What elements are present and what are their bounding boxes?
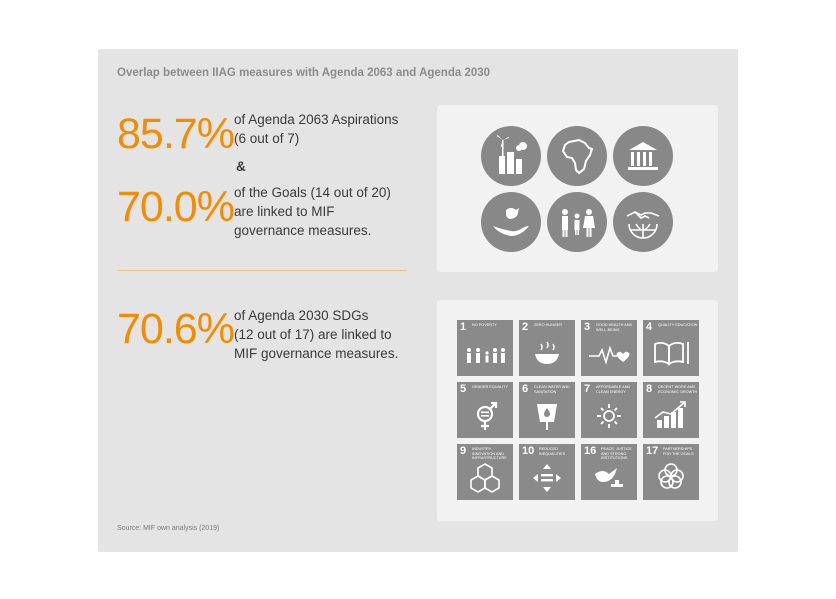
sdg-number: 3 — [584, 321, 591, 333]
sdg-label: DECENT WORK AND ECONOMIC GROWTH — [658, 385, 698, 394]
sdg-tile-7: 7 AFFORDABLE AND CLEAN ENERGY — [581, 382, 637, 438]
sdg-tile-10: 10 REDUCED INEQUALITIES — [519, 444, 575, 500]
sdg-label: INDUSTRY, INNOVATION AND INFRASTRUCTURE — [472, 447, 507, 461]
infographic-title: Overlap between IIAG measures with Agend… — [117, 67, 491, 79]
sdg-label: NO POVERTY — [472, 323, 497, 327]
sdgs-line-3: MIF governance measures. — [234, 346, 399, 361]
sdg-number: 4 — [646, 321, 653, 333]
sdg-label: PEACE, JUSTICE AND STRONG INSTITUTIONS — [601, 447, 632, 461]
sdgs-percentage: 70.6% — [117, 305, 235, 353]
sdg-icon-box: 1 NO POVERTY 2 ZERO HUNGER 3 GOOD HEALTH AND … — [437, 300, 718, 521]
source-note: Source: MIF own analysis (2019) — [117, 525, 220, 532]
sdg-label: GENDER EQUALITY — [472, 385, 509, 389]
aspirations-line-1: of Agenda 2063 Aspirations — [234, 112, 399, 127]
sdg-number: 2 — [522, 321, 529, 333]
sdg-number: 9 — [460, 445, 467, 457]
sdg-tile-3: 3 GOOD HEALTH AND WELL-BEING — [581, 320, 637, 376]
sdgs-line-2: (12 out of 17) are linked to — [234, 327, 392, 342]
sdg-number: 6 — [522, 383, 529, 395]
sdg-label: ZERO HUNGER — [534, 323, 563, 327]
sdg-tile-17: 17 PARTNERSHIPS FOR THE GOALS — [643, 444, 699, 500]
ampersand: & — [236, 159, 246, 174]
sdg-label: PARTNERSHIPS FOR THE GOALS — [663, 447, 694, 456]
institution-icon — [613, 126, 673, 186]
sdg-tile-2: 2 ZERO HUNGER — [519, 320, 575, 376]
sdg-number: 8 — [646, 383, 653, 395]
sdgs-line-1: of Agenda 2030 SDGs — [234, 308, 369, 323]
goals-line-2: are linked to MIF — [234, 204, 335, 219]
wind-city-icon — [481, 126, 541, 186]
sdg-number: 17 — [646, 445, 659, 457]
people-family-icon — [547, 192, 607, 252]
goals-description: of the Goals (14 out of 20) are linked t… — [234, 183, 391, 240]
sdg-tile-8: 8 DECENT WORK AND ECONOMIC GROWTH — [643, 382, 699, 438]
sdg-number: 5 — [460, 383, 467, 395]
handshake-globe-icon — [613, 192, 673, 252]
sdg-number: 1 — [460, 321, 467, 333]
sdg-tile-6: 6 CLEAN WATER AND SANITATION — [519, 382, 575, 438]
goals-percentage: 70.0% — [117, 183, 235, 231]
section-divider — [117, 270, 407, 271]
sdg-label: AFFORDABLE AND CLEAN ENERGY — [596, 385, 631, 394]
sdg-tile-4: 4 QUALITY EDUCATION — [643, 320, 699, 376]
hand-dove-icon — [481, 192, 541, 252]
sdgs-description: of Agenda 2030 SDGs (12 out of 17) are l… — [234, 306, 398, 363]
sdg-number: 16 — [584, 445, 597, 457]
aspirations-description: of Agenda 2063 Aspirations (6 out of 7) — [234, 110, 398, 148]
sdg-label: CLEAN WATER AND SANITATION — [534, 385, 570, 394]
sdg-label: QUALITY EDUCATION — [658, 323, 698, 327]
africa-map-icon — [547, 126, 607, 186]
sdg-number: 10 — [522, 445, 535, 457]
sdg-tile-5: 5 GENDER EQUALITY — [457, 382, 513, 438]
infographic-panel: Overlap between IIAG measures with Agend… — [98, 49, 738, 552]
goals-line-3: governance measures. — [234, 223, 372, 238]
aspirations-percentage: 85.7% — [117, 110, 235, 158]
sdg-tile-16: 16 PEACE, JUSTICE AND STRONG INSTITUTIONS — [581, 444, 637, 500]
sdg-number: 7 — [584, 383, 591, 395]
aspirations-icon-box — [437, 105, 718, 272]
goals-line-1: of the Goals (14 out of 20) — [234, 185, 391, 200]
sdg-label: REDUCED INEQUALITIES — [539, 447, 566, 456]
aspirations-line-2: (6 out of 7) — [234, 131, 300, 146]
sdg-label: GOOD HEALTH AND WELL-BEING — [596, 323, 633, 332]
sdg-tile-1: 1 NO POVERTY — [457, 320, 513, 376]
sdg-tile-9: 9 INDUSTRY, INNOVATION AND INFRASTRUCTURE — [457, 444, 513, 500]
